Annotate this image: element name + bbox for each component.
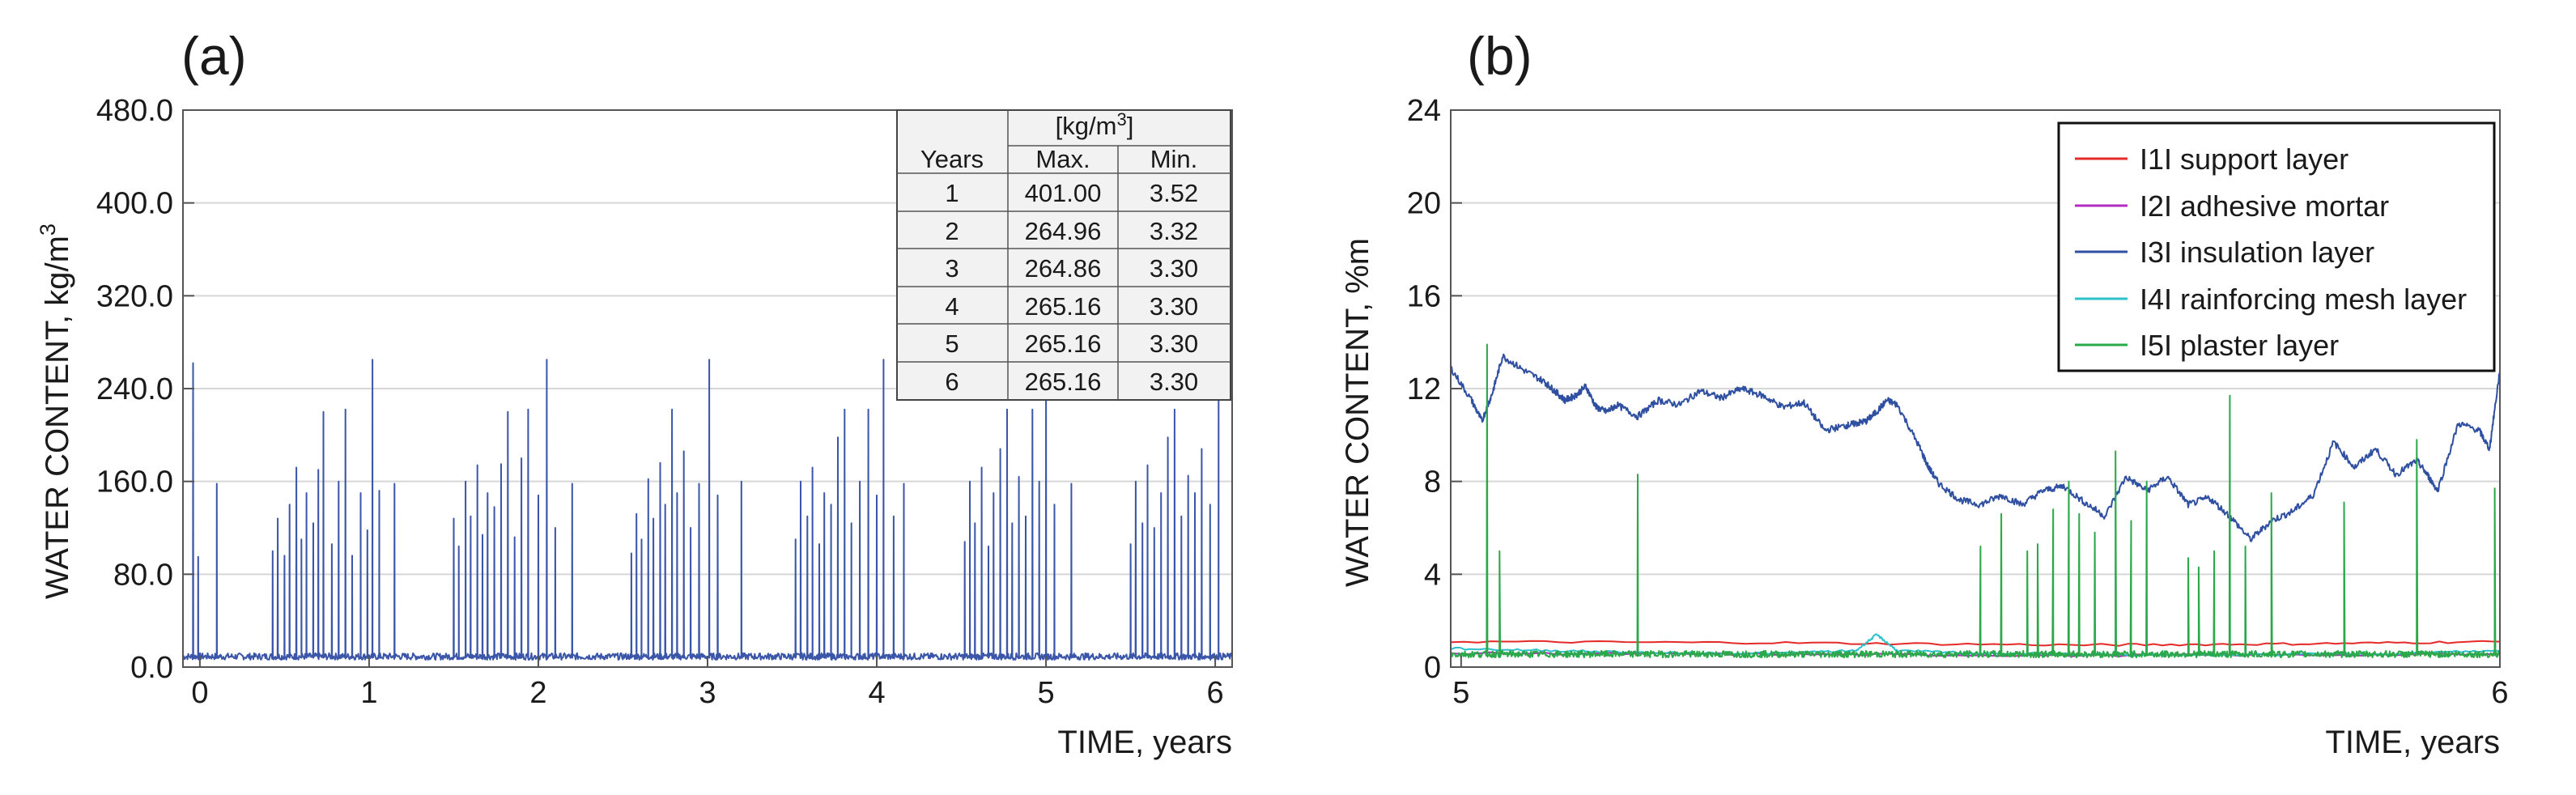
x-tick-label: 4 <box>868 676 885 710</box>
legend-item: I3I insulation layer <box>2075 236 2374 269</box>
legend-label: I4I rainforcing mesh layer <box>2140 283 2467 316</box>
table-cell-min: 3.30 <box>1150 329 1198 358</box>
table-unit-superscript: 3 <box>1116 109 1126 130</box>
legend-item: I4I rainforcing mesh layer <box>2075 283 2467 316</box>
table-cell-min: 3.32 <box>1150 217 1198 245</box>
table-header-min: Min. <box>1150 145 1198 173</box>
panel-a-y-axis-title: WATER CONTENT, kg/m3 <box>36 223 75 599</box>
table-row: 6 265.16 3.30 <box>945 368 1198 396</box>
panel-b-gridlines <box>1451 202 2500 576</box>
chart-panel-a: (a) 0.0 80.0 160.0 240.0 320.0 400.0 480.0 0 1 2… <box>36 26 1233 760</box>
x-tick-label: 3 <box>699 676 716 710</box>
table-header-max: Max. <box>1035 145 1090 173</box>
x-tick-label: 5 <box>1037 676 1054 710</box>
x-tick-label: 2 <box>529 676 546 710</box>
table-header-years: Years <box>920 145 984 173</box>
y-tick-label: 0.0 <box>130 651 173 685</box>
y-tick-label: 240.0 <box>96 372 173 406</box>
y-tick-label: 16 <box>1407 279 1441 313</box>
panel-a-x-axis-title: TIME, years <box>1057 725 1232 760</box>
x-tick-label: 6 <box>2491 676 2508 710</box>
y-tick-label: 12 <box>1407 372 1441 406</box>
y-tick-label: 320.0 <box>96 279 173 313</box>
panel-a-y-ticks: 0.0 80.0 160.0 240.0 320.0 400.0 480.0 <box>96 94 194 685</box>
series-line-1 <box>182 359 1233 661</box>
table-cell-min: 3.30 <box>1150 254 1198 283</box>
panel-b-label: (b) <box>1467 26 1532 86</box>
legend-label: I3I insulation layer <box>2140 236 2374 269</box>
table-background <box>896 109 1231 401</box>
y-tick-label: 4 <box>1424 558 1441 592</box>
legend-label: I5I plaster layer <box>2140 329 2339 362</box>
y-tick-label: 400.0 <box>96 187 173 221</box>
x-tick-label: 0 <box>191 676 208 710</box>
panel-a-y-axis-title-superscript: 3 <box>36 223 60 236</box>
table-unit-close: ] <box>1127 112 1134 140</box>
panel-b-y-ticks: 0 4 8 12 16 20 24 <box>1407 94 1462 685</box>
table-unit: [kg/m3] <box>1056 109 1134 140</box>
series-line-1 <box>1450 640 2501 647</box>
legend-label: I1I support layer <box>2140 142 2349 176</box>
y-tick-label: 480.0 <box>96 94 173 128</box>
y-tick-label: 0 <box>1424 651 1441 685</box>
table-cell-min: 3.30 <box>1150 292 1198 321</box>
panel-b-x-axis-title: TIME, years <box>2325 725 2500 760</box>
table-cell-year: 5 <box>945 329 959 358</box>
table-cell-min: 3.30 <box>1150 368 1198 396</box>
table-row: 5 265.16 3.30 <box>945 329 1198 358</box>
y-tick-label: 8 <box>1424 466 1441 500</box>
table-cell-max: 401.00 <box>1025 179 1102 207</box>
table-cell-max: 265.16 <box>1025 292 1102 321</box>
panel-b-y-axis-title: WATER CONTENT, %m <box>1340 238 1375 587</box>
table-row: 3 264.86 3.30 <box>945 254 1198 283</box>
table-cell-max: 264.86 <box>1025 254 1102 283</box>
y-tick-label: 160.0 <box>96 466 173 500</box>
panel-a-x-ticks: 0 1 2 3 4 5 6 <box>191 656 1224 710</box>
legend-box <box>2057 121 2496 372</box>
panel-a-y-axis-title-text: WATER CONTENT, kg/m <box>40 236 75 599</box>
table-cell-year: 2 <box>945 217 959 245</box>
table-cell-year: 4 <box>945 292 959 321</box>
legend-item: I1I support layer <box>2075 142 2349 176</box>
table-cell-min: 3.52 <box>1150 179 1198 207</box>
series-line-3 <box>1450 353 2501 542</box>
table-rules <box>897 110 1231 400</box>
series-line-5 <box>1450 343 2501 659</box>
legend: I1I support layer I2I adhesive mortar I3… <box>2057 121 2496 372</box>
table-cell-year: 1 <box>945 179 959 207</box>
table-row: 1 401.00 3.52 <box>945 179 1198 207</box>
y-tick-label: 20 <box>1407 187 1441 221</box>
y-tick-label: 80.0 <box>113 558 173 592</box>
x-tick-label: 5 <box>1452 676 1469 710</box>
table-cell-year: 6 <box>945 368 959 396</box>
panel-b-series <box>1450 343 2501 659</box>
panel-a-label: (a) <box>181 26 247 86</box>
table-unit-text: [kg/m <box>1056 112 1117 140</box>
legend-item: I5I plaster layer <box>2075 329 2339 362</box>
table-cell-max: 264.96 <box>1025 217 1102 245</box>
x-tick-label: 1 <box>360 676 377 710</box>
table-cell-year: 3 <box>945 254 959 283</box>
panel-a-series <box>182 359 1233 661</box>
max-min-table: [kg/m3] Years Max. Min. 1 401.00 3.52 2 … <box>896 109 1231 401</box>
table-row: 2 264.96 3.32 <box>945 217 1198 245</box>
table-cell-max: 265.16 <box>1025 329 1102 358</box>
y-tick-label: 24 <box>1407 94 1441 128</box>
x-tick-label: 6 <box>1207 676 1224 710</box>
table-row: 4 265.16 3.30 <box>945 292 1198 321</box>
table-cell-max: 265.16 <box>1025 368 1102 396</box>
legend-label: I2I adhesive mortar <box>2140 189 2389 223</box>
legend-item: I2I adhesive mortar <box>2075 189 2389 223</box>
